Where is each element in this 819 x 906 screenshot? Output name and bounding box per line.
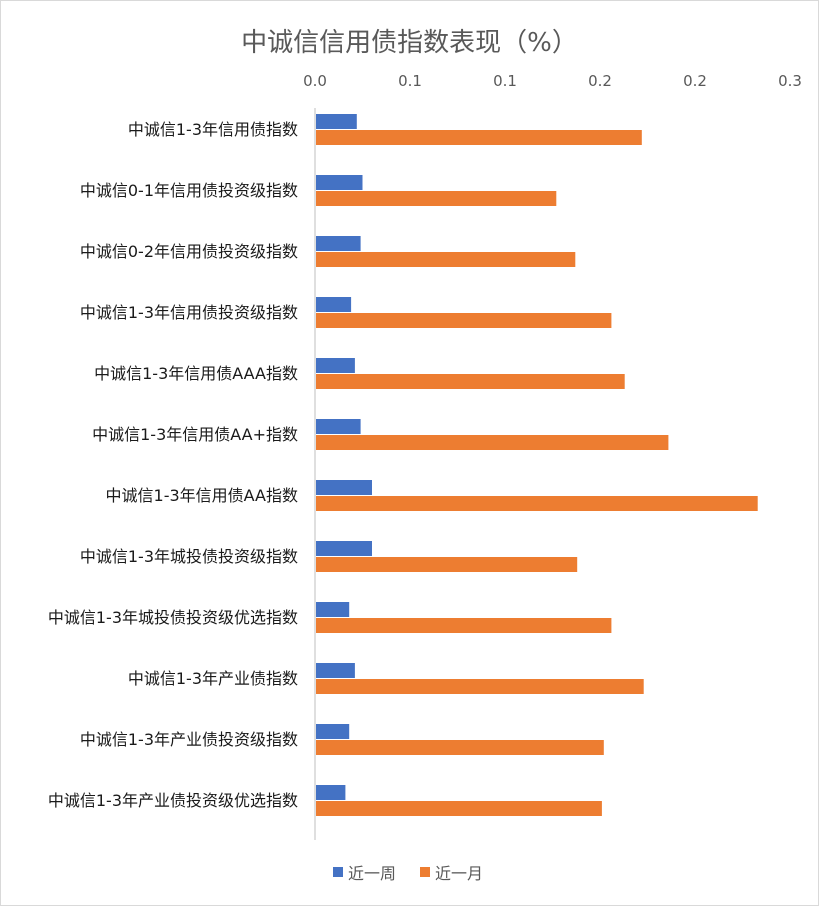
bar-week [316, 114, 357, 129]
bar-month [316, 679, 644, 694]
bar-month [316, 740, 604, 755]
bar-week [316, 175, 363, 190]
category-label: 中诚信1-3年产业债投资级优选指数 [48, 791, 298, 810]
bar-week [316, 480, 372, 495]
bar-week [316, 419, 361, 434]
bar-month [316, 313, 612, 328]
legend-label: 近一周 [348, 864, 396, 883]
bar-week [316, 785, 346, 800]
category-label: 中诚信1-3年信用债指数 [128, 120, 298, 139]
x-tick-label: 0.0 [303, 72, 327, 90]
x-tick-label: 0.1 [493, 72, 517, 90]
x-tick-label: 0.1 [398, 72, 422, 90]
bar-week [316, 358, 355, 373]
bar-month [316, 374, 625, 389]
bar-week [316, 236, 361, 251]
bar-week [316, 602, 350, 617]
bar-month [316, 496, 758, 511]
bar-month [316, 435, 669, 450]
legend-label: 近一月 [435, 864, 483, 883]
legend-swatch [333, 867, 343, 877]
legend-swatch [420, 867, 430, 877]
bar-week [316, 541, 372, 556]
category-label: 中诚信1-3年城投债投资级优选指数 [48, 608, 298, 627]
bar-month [316, 252, 576, 267]
category-label: 中诚信0-1年信用债投资级指数 [80, 181, 298, 200]
chart-title: 中诚信信用债指数表现（%） [241, 28, 578, 58]
legend: 近一周 近一月 [333, 864, 483, 883]
bar-month [316, 801, 602, 816]
bar-month [316, 130, 642, 145]
category-label: 中诚信1-3年信用债投资级指数 [80, 303, 298, 322]
category-label: 中诚信1-3年产业债投资级指数 [80, 730, 298, 749]
x-tick-label: 0.2 [588, 72, 612, 90]
category-label: 中诚信1-3年产业债指数 [128, 669, 298, 688]
category-label: 中诚信1-3年信用债AAA指数 [94, 364, 298, 383]
x-tick-label: 0.2 [683, 72, 707, 90]
bar-month [316, 191, 557, 206]
category-labels: 中诚信1-3年信用债指数中诚信0-1年信用债投资级指数中诚信0-2年信用债投资级… [48, 120, 298, 810]
category-label: 中诚信1-3年信用债AA指数 [106, 486, 298, 505]
category-label: 中诚信0-2年信用债投资级指数 [80, 242, 298, 261]
x-tick-label: 0.3 [778, 72, 802, 90]
bar-month [316, 618, 612, 633]
bars [316, 114, 758, 816]
x-axis-ticks: 0.0 0.1 0.1 0.2 0.2 0.3 [303, 72, 802, 90]
bar-week [316, 663, 355, 678]
bar-week [316, 724, 350, 739]
bar-month [316, 557, 578, 572]
bar-week [316, 297, 352, 312]
category-label: 中诚信1-3年信用债AA+指数 [92, 425, 298, 444]
category-label: 中诚信1-3年城投债投资级指数 [80, 547, 298, 566]
